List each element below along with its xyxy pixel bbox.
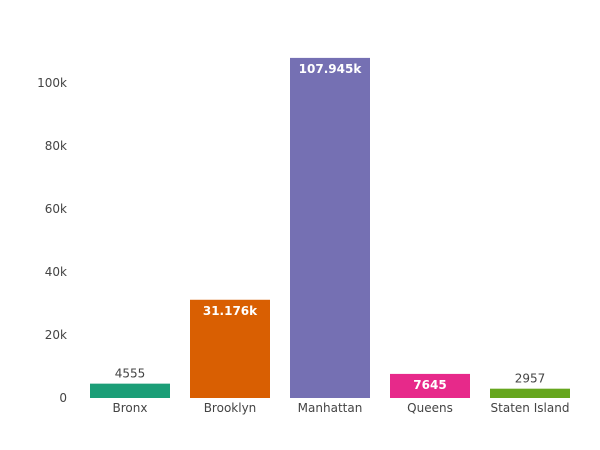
- y-tick-label: 20k: [45, 328, 67, 342]
- x-tick-label: Brooklyn: [204, 401, 257, 415]
- x-axis: Bronx Brooklyn Manhattan Queens Staten Islan…: [113, 401, 570, 415]
- bar[interactable]: [390, 373, 470, 398]
- data-label: 4555: [115, 367, 146, 381]
- y-tick-label: 60k: [45, 202, 67, 216]
- y-axis: 0 20k 40k 60k 80k 100k: [37, 76, 67, 405]
- y-tick-label: 100k: [37, 76, 67, 90]
- bar[interactable]: [90, 383, 170, 398]
- bar[interactable]: [190, 299, 270, 398]
- bars: 4555 31.176k 107.945k 7645 2957: [90, 57, 570, 399]
- data-label: 2957: [515, 372, 546, 386]
- x-tick-label: Bronx: [113, 401, 148, 415]
- data-label: 31.176k: [203, 304, 258, 318]
- y-tick-label: 0: [59, 391, 67, 405]
- y-tick-label: 80k: [45, 139, 67, 153]
- data-label: 7645: [413, 378, 446, 392]
- x-tick-label: Staten Island: [491, 401, 570, 415]
- x-tick-label: Queens: [407, 401, 453, 415]
- x-tick-label: Manhattan: [298, 401, 363, 415]
- data-label: 107.945k: [299, 62, 363, 76]
- bar[interactable]: [490, 388, 570, 398]
- bar[interactable]: [290, 57, 370, 399]
- y-tick-label: 40k: [45, 265, 67, 279]
